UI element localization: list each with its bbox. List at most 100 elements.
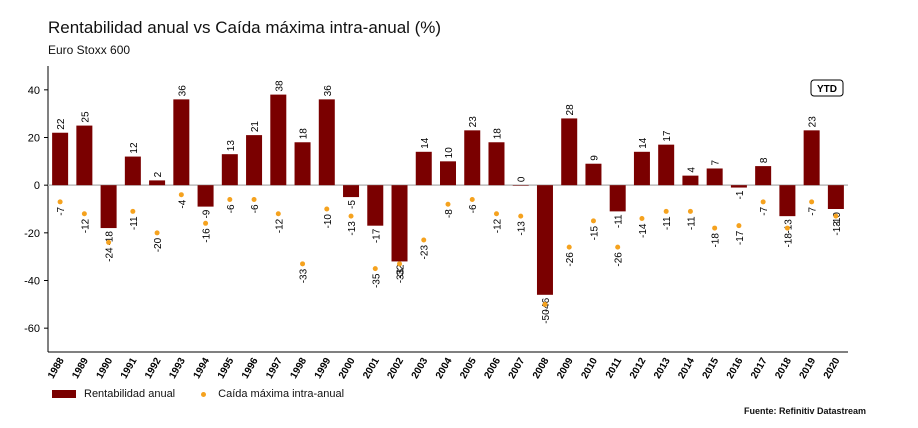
x-tick-label: 2013 [652, 356, 673, 381]
drawdown-label: -12 [492, 218, 503, 233]
drawdown-dot [639, 216, 645, 222]
drawdown-dot [833, 213, 839, 219]
return-label: 18 [492, 128, 503, 140]
x-tick-label: 2012 [628, 356, 649, 381]
x-tick-label: 1989 [70, 356, 91, 381]
return-label: 14 [638, 137, 649, 149]
return-bar [827, 185, 844, 209]
return-label: 14 [420, 137, 431, 149]
x-tick-label: 1988 [46, 356, 67, 381]
return-label: -5 [347, 200, 358, 209]
legend-item-dot: Caída máxima intra-anual [195, 388, 344, 400]
x-tick-label: 2009 [555, 356, 576, 381]
return-label: 17 [662, 130, 673, 142]
drawdown-label: -13 [832, 221, 843, 236]
return-label: 36 [177, 85, 188, 97]
return-bar [536, 185, 553, 295]
drawdown-label: -6 [468, 204, 479, 213]
drawdown-dot [57, 199, 63, 205]
return-label: 23 [808, 116, 819, 128]
drawdown-label: -33 [299, 268, 310, 283]
return-bar [415, 151, 432, 186]
return-label: 12 [129, 142, 140, 154]
x-tick-label: 2011 [604, 356, 625, 381]
drawdown-dot [275, 211, 281, 217]
return-bar [221, 154, 238, 186]
drawdown-label: -23 [420, 245, 431, 260]
return-label: 25 [80, 111, 91, 123]
drawdown-dot [712, 225, 718, 231]
return-label: -17 [371, 228, 382, 243]
x-tick-label: 2000 [337, 356, 358, 381]
legend-dot-label: Caída máxima intra-anual [218, 388, 345, 400]
drawdown-dot [615, 244, 621, 250]
drawdown-dot [566, 244, 572, 250]
x-tick-label: 2004 [434, 356, 455, 381]
return-bar [100, 185, 117, 229]
x-tick-label: 1996 [240, 356, 261, 381]
return-label: 13 [226, 140, 237, 152]
return-bar [294, 142, 311, 186]
return-bar [52, 132, 69, 186]
return-bar [318, 99, 335, 186]
return-label: -10 [832, 212, 843, 227]
return-bar [561, 118, 578, 186]
return-label: -32 [396, 264, 407, 279]
return-label: 23 [468, 116, 479, 128]
return-bar [803, 130, 820, 186]
drawdown-dot [130, 208, 136, 214]
y-tick-label: -60 [24, 323, 40, 335]
drawdown-label: -20 [153, 237, 164, 252]
x-tick-label: 2010 [579, 356, 600, 381]
return-bar [488, 142, 505, 186]
drawdown-dot [300, 261, 306, 267]
return-label: 8 [759, 157, 770, 163]
drawdown-label: -4 [177, 199, 188, 208]
x-tick-label: 1998 [288, 356, 309, 381]
drawdown-label: -12 [80, 218, 91, 233]
drawdown-dot [687, 208, 693, 214]
y-tick-label: 0 [34, 180, 40, 192]
x-tick-label: 1993 [167, 356, 188, 381]
y-tick-label: 20 [28, 133, 40, 145]
x-tick-label: 2005 [458, 356, 479, 381]
return-label: 28 [565, 104, 576, 116]
drawdown-dot [736, 223, 742, 229]
x-tick-label: 2006 [482, 356, 503, 381]
return-label: 4 [686, 167, 697, 173]
drawdown-label: -12 [274, 218, 285, 233]
return-bar [730, 185, 747, 188]
return-bar [173, 99, 190, 186]
x-tick-label: 2001 [361, 356, 382, 381]
drawdown-dot [590, 218, 596, 224]
chart-title: Rentabilidad anual vs Caída máxima intra… [48, 18, 442, 37]
source-note: Fuente: Refinitiv Datastream [743, 406, 866, 416]
return-bar [609, 185, 626, 212]
chart-subtitle: Euro Stoxx 600 [48, 43, 131, 57]
x-tick-label: 2017 [749, 356, 770, 381]
x-tick-label: 1994 [192, 356, 213, 381]
drawdown-label: -16 [202, 228, 213, 243]
drawdown-label: -10 [323, 214, 334, 229]
drawdown-label: -18 [783, 233, 794, 248]
x-tick-label: 2008 [531, 356, 552, 381]
return-label: -18 [105, 231, 116, 246]
drawdown-label: -11 [662, 216, 673, 230]
return-bar [367, 185, 384, 226]
drawdown-dot [397, 261, 403, 267]
drawdown-label: -17 [735, 230, 746, 245]
drawdown-dot [227, 196, 233, 202]
drawdown-label: -26 [614, 252, 625, 267]
return-label: 38 [274, 80, 285, 92]
drawdown-dot [542, 301, 548, 307]
drawdown-label: -6 [250, 204, 261, 213]
x-tick-label: 2014 [676, 356, 697, 381]
x-tick-label: 2015 [701, 356, 722, 381]
drawdown-dot [372, 266, 378, 272]
return-bar [706, 168, 723, 186]
drawdown-dot [809, 199, 815, 205]
drawdown-label: -6 [226, 204, 237, 213]
drawdown-label: -13 [347, 221, 358, 236]
drawdown-dot [760, 199, 766, 205]
